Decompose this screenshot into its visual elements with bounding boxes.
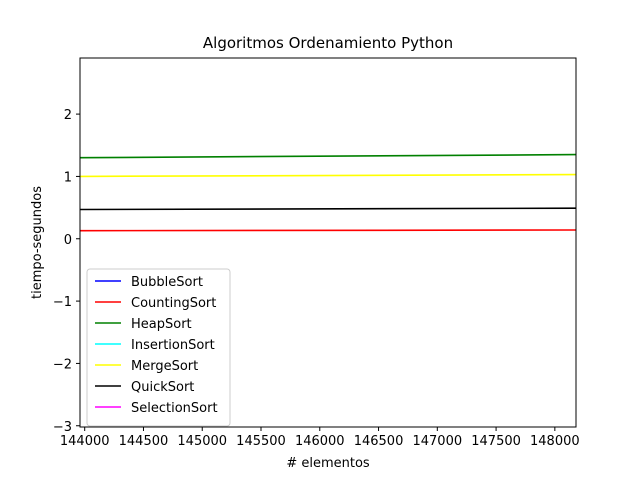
x-tick-label: 144500 xyxy=(119,434,169,449)
y-tick-label: 1 xyxy=(64,170,72,185)
y-tick-label: −1 xyxy=(53,295,72,310)
legend-label: InsertionSort xyxy=(131,338,215,353)
x-tick-label: 147000 xyxy=(412,434,462,449)
x-tick-label: 144000 xyxy=(60,434,110,449)
legend: BubbleSort CountingSort HeapSort InsertionS… xyxy=(86,268,231,427)
x-axis-label: # elementos xyxy=(286,456,370,471)
legend-label: BubbleSort xyxy=(131,275,203,290)
series-line-countingsort xyxy=(79,229,577,232)
x-tick-label: 145500 xyxy=(236,434,286,449)
series-line-mergesort xyxy=(79,173,577,178)
legend-label: SelectionSort xyxy=(131,401,218,416)
x-axis: 144000 144500 145000 145500 146000 146500 1470… xyxy=(60,427,580,449)
series-line-heapsort xyxy=(79,153,577,159)
legend-label: HeapSort xyxy=(131,317,192,332)
legend-label: QuickSort xyxy=(131,380,194,395)
x-tick-label: 145000 xyxy=(177,434,227,449)
legend-label: MergeSort xyxy=(131,359,198,374)
series-line-quicksort xyxy=(79,207,577,211)
y-tick-label: 0 xyxy=(64,233,72,248)
x-tick-label: 148000 xyxy=(530,434,580,449)
chart-title: Algoritmos Ordenamiento Python xyxy=(203,34,453,52)
y-tick-label: 2 xyxy=(64,108,72,123)
y-tick-label: −2 xyxy=(53,357,72,372)
plot-frame xyxy=(79,57,577,428)
x-tick-label: 146500 xyxy=(354,434,404,449)
x-tick-label: 146000 xyxy=(295,434,345,449)
legend-box xyxy=(86,268,231,427)
y-tick-label: −3 xyxy=(53,420,72,435)
plot-lines xyxy=(79,153,577,232)
x-tick-label: 147500 xyxy=(471,434,521,449)
legend-label: CountingSort xyxy=(131,296,216,311)
y-axis-label: tiempo-segundos xyxy=(30,186,45,299)
y-axis: −3 −2 −1 0 1 2 xyxy=(53,108,80,435)
